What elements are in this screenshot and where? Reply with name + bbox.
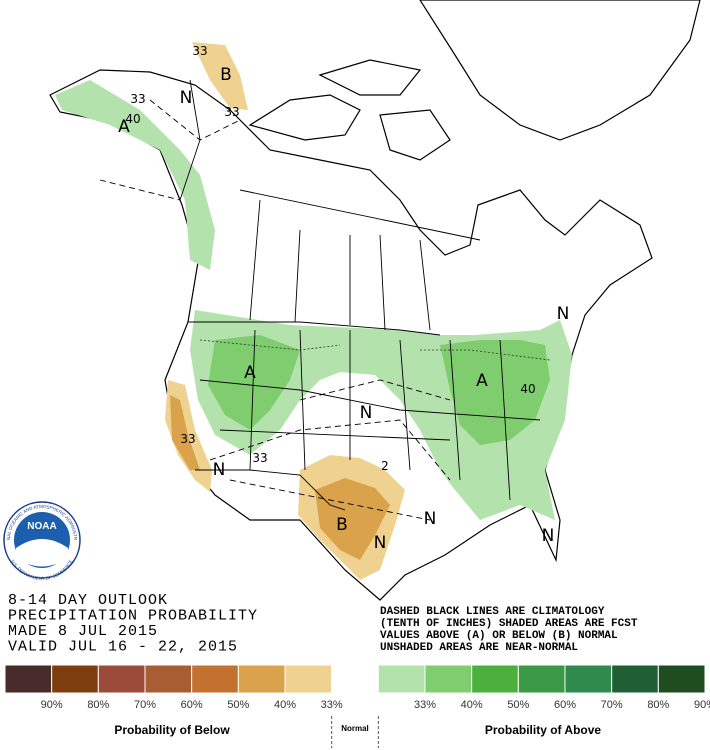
title-line: VALID JUL 16 - 22, 2015 — [8, 639, 238, 656]
legend-label: 80% — [647, 699, 669, 711]
legend-swatch — [284, 664, 333, 694]
map-label: N — [374, 533, 387, 553]
map-label: B — [336, 515, 348, 535]
map-label: 33 — [192, 44, 207, 58]
legend-label: 70% — [134, 699, 156, 711]
above-area-40 — [208, 335, 550, 445]
legend-label: 33% — [321, 699, 343, 711]
legend-label: 80% — [87, 699, 109, 711]
map-label: 2 — [381, 459, 389, 473]
map-label: N — [424, 509, 437, 529]
map-label: A — [476, 371, 488, 391]
title-line: MADE 8 JUL 2015 — [8, 623, 158, 640]
logo-name: NOAA — [27, 521, 56, 532]
map-label: 40 — [520, 382, 535, 396]
map-label: 33 — [252, 451, 267, 465]
note-line: VALUES ABOVE (A) OR BELOW (B) NORMAL — [380, 630, 618, 642]
legend-label: 60% — [554, 699, 576, 711]
legend-label: 40% — [461, 699, 483, 711]
legend-swatch — [97, 664, 146, 694]
note-line: DASHED BLACK LINES ARE CLIMATOLOGY — [380, 606, 605, 618]
legend-swatch — [657, 664, 706, 694]
legend-label: 40% — [274, 699, 296, 711]
map-label: A — [118, 117, 130, 137]
legend-swatch — [144, 664, 193, 694]
climatology-line — [99, 99, 451, 521]
note-line: (TENTH OF INCHES) SHADED AREAS ARE FCST — [380, 618, 638, 630]
legend-label: 70% — [601, 699, 623, 711]
legend-label: 90% — [694, 699, 710, 711]
below-area — [192, 42, 248, 110]
logo-gull — [16, 539, 68, 567]
legend-swatch — [51, 664, 99, 694]
map-label: 40 — [125, 112, 140, 126]
legend-label: 50% — [507, 699, 529, 711]
legend-below: Probability of Below — [114, 723, 230, 737]
map-label: B — [220, 65, 232, 85]
legend-swatch — [191, 664, 239, 694]
map-label: 33 — [130, 92, 145, 106]
below-area-40 — [170, 395, 200, 470]
legend-normal: Normal — [341, 724, 369, 733]
below-area-40 — [315, 478, 390, 560]
legend-swatch — [517, 664, 566, 694]
legend-label: 60% — [181, 699, 203, 711]
legend-label: 90% — [41, 699, 63, 711]
border — [179, 79, 541, 511]
logo-ring-text: NATIONAL OCEANIC AND ATMOSPHERIC ADMINIS… — [0, 0, 78, 541]
legend-swatch — [471, 664, 519, 694]
legend-label: 50% — [227, 699, 249, 711]
legend-swatch — [377, 664, 426, 694]
legend-label: 33% — [414, 699, 436, 711]
map-label: N — [180, 88, 193, 108]
legend-swatch — [564, 664, 613, 694]
map-label: A — [244, 363, 256, 383]
probability-line — [199, 339, 551, 361]
map-label: 33 — [224, 105, 239, 119]
above-area — [55, 80, 215, 270]
map-label: N — [360, 403, 373, 423]
map-label: N — [542, 526, 555, 546]
greenland — [419, 0, 701, 141]
arctic-islands — [248, 59, 451, 161]
legend-swatch — [611, 664, 659, 694]
title-line: 8-14 DAY OUTLOOK — [8, 592, 168, 609]
legend-swatch — [237, 664, 286, 694]
title-line: PRECIPITATION PROBABILITY — [8, 608, 258, 625]
map-label: N — [213, 460, 226, 480]
map-label: N — [557, 304, 570, 324]
notes: DASHED BLACK LINES ARE CLIMATOLOGY(TENTH… — [380, 606, 638, 654]
note-line: UNSHADED AREAS ARE NEAR-NORMAL — [380, 642, 578, 654]
legend-above: Probability of Above — [485, 723, 602, 737]
map-label: 33 — [180, 432, 195, 446]
legend-swatch — [424, 664, 473, 694]
legend: 90% 80% 70% 60% 50% 40% 33% 33% 40% 50% 60% 70% 80% 9… — [4, 664, 710, 748]
legend-swatch — [331, 664, 379, 694]
legend-swatch — [4, 664, 53, 694]
